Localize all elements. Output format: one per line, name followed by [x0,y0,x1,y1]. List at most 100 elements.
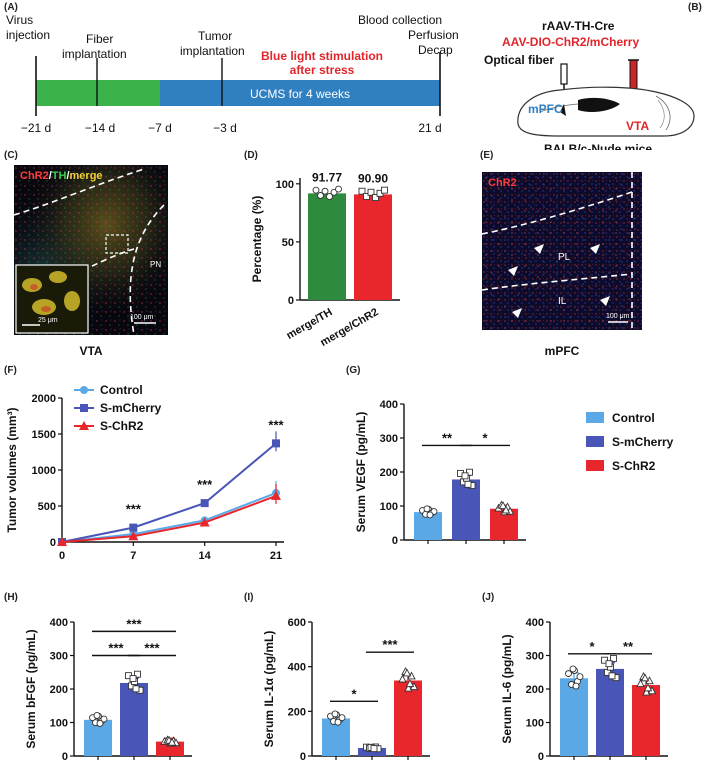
legend-label: S-mCherry [100,401,162,415]
data-label: 91.77 [312,170,342,184]
timeline-panel: Virus injection Fiber implantation Tumor… [6,13,459,135]
bar [452,479,480,540]
panel-label-e: (E) [480,150,494,161]
series-line [61,494,277,543]
series-marker [200,499,209,508]
tick-minus21: −21 d [21,121,51,135]
significance-label: *** [197,477,213,492]
data-point [358,187,366,195]
legend-label: Control [612,411,655,425]
panel-label-c: (C) [4,150,18,161]
y-tick-label: 2000 [32,393,56,405]
panel-label-g: (G) [346,365,361,376]
region-vta-label: VTA [626,119,649,133]
y-tick-label: 100 [276,179,294,191]
data-point [100,715,108,723]
data-point [381,186,388,194]
region-pn-label: PN [150,260,161,269]
data-point [367,188,375,196]
title-sep1: / [49,170,52,182]
x-tick-label: 14 [199,550,212,562]
data-point [331,710,339,718]
significance-label: ** [623,639,634,654]
significance-label: *** [126,502,142,517]
data-point [334,718,342,726]
region-mpfc-label: mPFC [528,102,563,116]
y-tick-label: 100 [526,718,544,730]
significance-label: * [351,686,357,701]
y-tick-label: 0 [538,751,544,763]
data-point [464,480,472,488]
bar [120,682,148,756]
y-tick-label: 0 [62,751,68,763]
y-tick-label: 300 [526,651,544,663]
data-point [129,675,137,683]
panel-label-h: (H) [4,592,18,603]
data-point [601,656,608,664]
y-axis-label: Percentage (%) [250,196,264,283]
event-decap: Decap [418,43,453,57]
bar [394,680,422,756]
panel-label-a: (A) [4,2,18,13]
data-label: 90.90 [358,171,388,185]
data-point [317,192,324,199]
significance-label: *** [382,637,398,652]
data-point [335,185,342,193]
svg-text:ChR2/TH/merge: ChR2/TH/merge [20,170,103,182]
main-scale-label: 100 μm [130,314,154,321]
tick-minus7: −7 d [148,121,172,135]
y-tick-label: 400 [288,662,306,674]
y-tick-label: 500 [38,501,56,513]
y-tick-label: 50 [282,237,294,249]
mpfc-caption: mPFC [544,344,580,358]
event-perfusion: Perfusion [408,28,459,42]
bar [560,678,588,756]
data-point [405,679,415,687]
data-point [610,654,617,662]
significance-label: * [482,430,488,445]
data-point [569,665,577,673]
significance-label: *** [126,616,142,631]
y-axis-label: Serum bFGF (pg/mL) [24,629,38,748]
y-tick-label: 200 [526,684,544,696]
data-point [461,472,469,480]
data-point [640,673,650,682]
event-tumor-line1: Tumor [198,29,232,43]
mpfc-micrograph: PL IL 100 μm ChR2 [482,172,642,330]
significance-label: * [589,639,595,654]
data-point [423,505,431,513]
data-point [134,670,141,678]
significance-label: *** [144,641,160,656]
tick-21: 21 d [418,121,441,135]
event-blood-line1: Blood collection [358,13,442,27]
arrowhead-icon [512,308,522,318]
arrowhead-icon [534,244,544,254]
panel-label-j: (J) [482,592,495,603]
data-point [402,668,412,677]
data-point [498,501,508,510]
chart-f: 0 500 1000 1500 2000 Tumor volumes (mm³) 0 7 14 2… [5,383,285,562]
y-axis-label: Serum VEGF (pg/mL) [354,412,368,533]
bar [596,668,624,756]
bar [632,684,660,756]
legend-swatch [586,460,604,471]
data-point [608,672,616,680]
x-tick-label: 0 [59,550,65,562]
region-pl-label: PL [558,252,571,263]
legend-marker [80,386,88,394]
vta-micrograph-image: 25 μm PN 100 μm ChR2/TH/merge [14,165,168,335]
y-tick-label: 0 [288,295,294,307]
data-point [605,660,613,668]
title-sep2: / [66,170,69,182]
x-tick-label: 21 [270,550,282,562]
data-point [398,674,407,683]
legend-label: Control [100,383,143,397]
data-point [572,682,580,690]
bar [354,194,392,300]
mpfc-scale-label: 100 μm [606,313,630,320]
significance-label: *** [108,641,124,656]
mouse-strain-label: BALB/c-Nude mice [544,142,652,150]
